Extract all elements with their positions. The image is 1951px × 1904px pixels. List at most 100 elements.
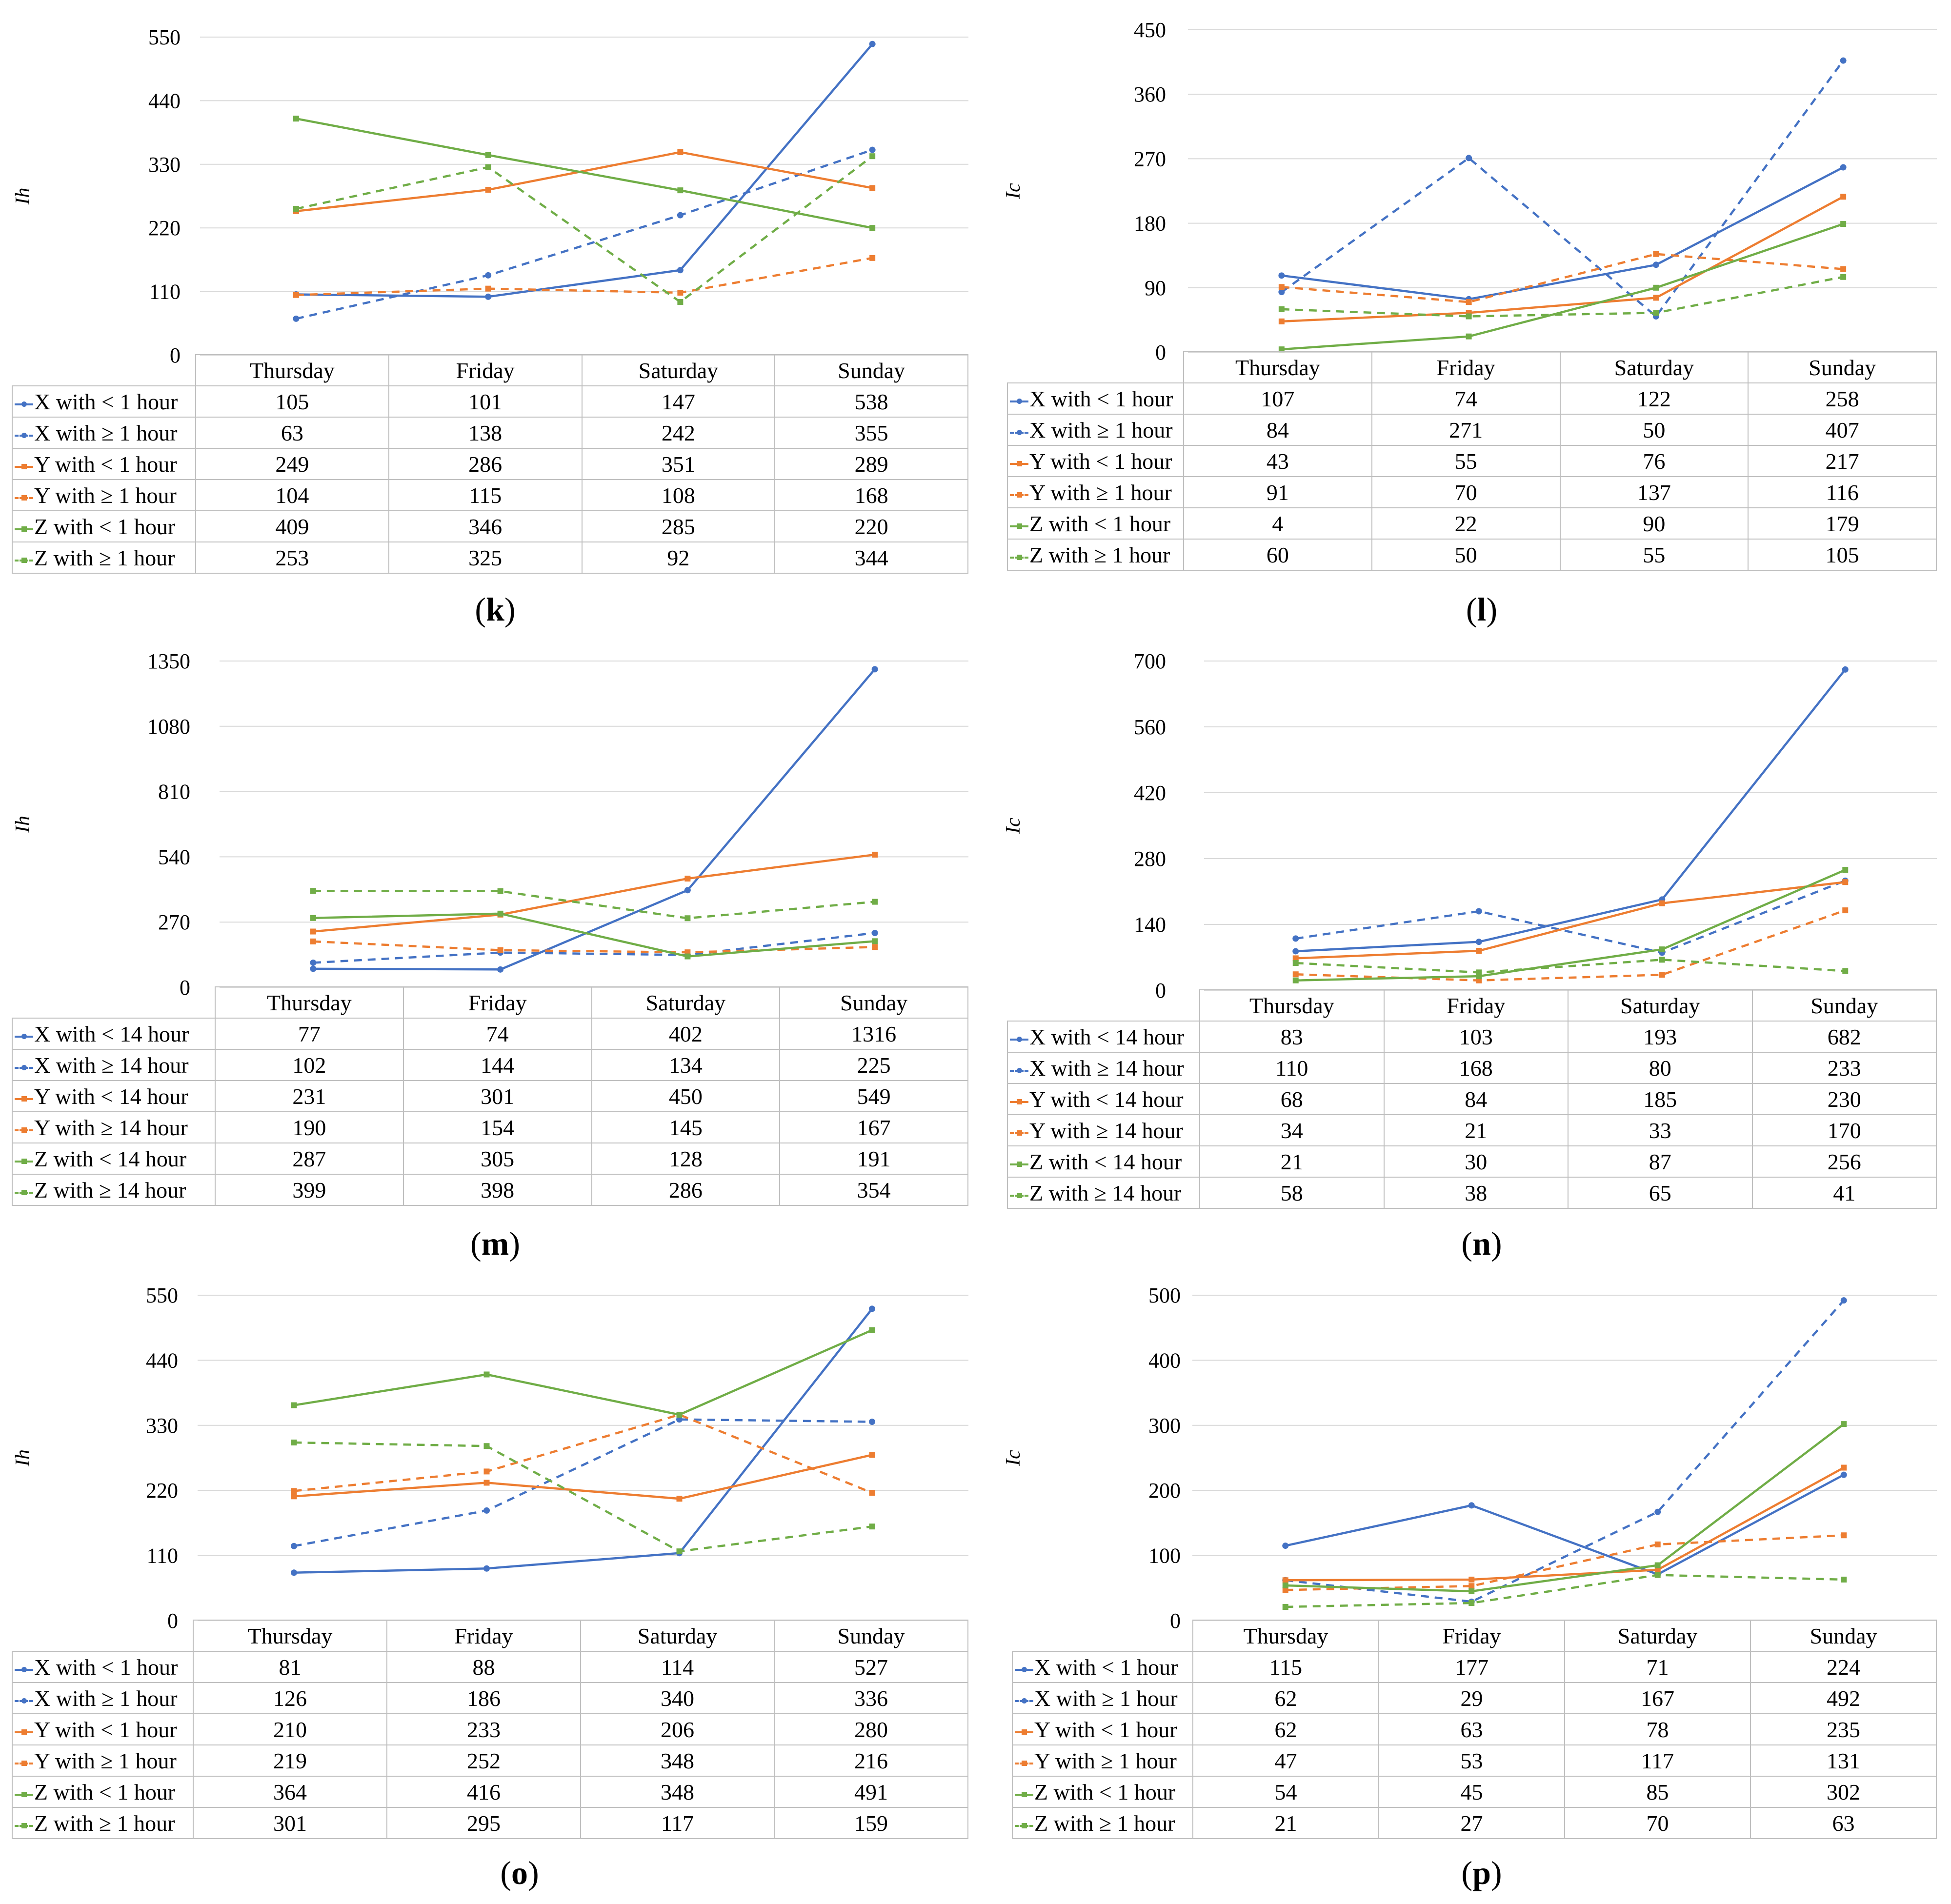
data-point [1841, 1532, 1847, 1539]
value-cell: 491 [774, 1776, 968, 1808]
table-row: Z with < 1 hour 364 416 348 491 [12, 1776, 968, 1808]
value-cell: 115 [388, 479, 583, 511]
series-line-z-solid [1285, 1423, 1845, 1593]
legend-entry: Z with < 14 hour [12, 1142, 216, 1175]
value-cell: 22 [1371, 507, 1561, 540]
table-row: Y with ≥ 14 hour 190 154 145 167 [12, 1111, 968, 1143]
legend-entry: Y with ≥ 1 hour [1007, 476, 1184, 508]
value-cell: 168 [1383, 1052, 1569, 1084]
value-cell: 33 [1568, 1114, 1753, 1146]
value-cell: 210 [193, 1713, 387, 1745]
legend-entry: Z with ≥ 1 hour [1007, 539, 1184, 571]
table-row: Y with ≥ 1 hour 219 252 348 216 [12, 1744, 968, 1777]
data-point [1468, 1583, 1475, 1589]
legend-entry: Y with < 1 hour [12, 448, 196, 480]
data-point [676, 1548, 683, 1555]
value-cell: 83 [1199, 1021, 1385, 1053]
table-row: Y with ≥ 1 hour 91 70 137 116 [1007, 476, 1937, 508]
value-cell: 74 [1371, 382, 1561, 415]
legend-entry: X with < 1 hour [1007, 382, 1184, 415]
value-cell: 190 [215, 1111, 404, 1143]
legend-key-x-dashed [15, 1062, 33, 1072]
data-point [677, 299, 684, 305]
data-point [1659, 946, 1665, 953]
data-point [1842, 879, 1849, 885]
legend-key-x-dashed [1010, 1065, 1028, 1075]
value-cell: 122 [1559, 382, 1749, 415]
table-row: Y with < 1 hour 210 233 206 280 [12, 1713, 968, 1745]
legend-key-z-solid [15, 524, 33, 534]
legend-entry: X with ≥ 14 hour [1007, 1052, 1200, 1084]
value-cell: 90 [1559, 507, 1749, 540]
y-tick-label: 360 [1134, 82, 1166, 106]
data-point [677, 149, 684, 155]
data-point [869, 255, 876, 261]
table-corner [12, 1620, 193, 1652]
legend-label: Y with ≥ 14 hour [34, 1115, 188, 1140]
value-cell: 258 [1748, 382, 1937, 415]
series-line-y-dashed [1295, 909, 1846, 982]
value-cell: 170 [1751, 1114, 1937, 1146]
data-point [677, 267, 684, 274]
value-cell: 115 [1192, 1651, 1379, 1683]
value-cell: 63 [1750, 1807, 1937, 1839]
table-corner [1007, 352, 1184, 383]
panel-caption: (m) [470, 1225, 520, 1262]
data-point [684, 876, 691, 882]
value-cell: 63 [195, 417, 389, 449]
legend-key-x-dashed [15, 1696, 33, 1705]
legend-key-y-solid [1010, 459, 1028, 468]
legend-key-x-solid [1015, 1664, 1033, 1674]
data-point [497, 947, 503, 953]
legend-key-x-dashed [1010, 427, 1028, 437]
value-cell: 154 [402, 1111, 592, 1143]
data-point [497, 966, 504, 973]
chart-panel-o: 0 110 220 330 440 550 Ih Thursday Friday Satur… [10, 1283, 981, 1898]
data-point [1659, 972, 1665, 978]
y-tick-label: 180 [1134, 212, 1166, 236]
data-point [1292, 955, 1299, 962]
data-point [291, 1543, 297, 1549]
data-point [310, 938, 316, 944]
legend-label: Y with ≥ 1 hour [1029, 480, 1172, 505]
y-tick-label: 1350 [147, 649, 190, 673]
data-point [676, 1496, 683, 1502]
category-sunday: Sunday [1750, 1620, 1937, 1652]
value-cell: 50 [1559, 414, 1749, 446]
data-point [1468, 1576, 1475, 1583]
chart-panel-n: 0 140 280 420 560 700 Ic Thursday Friday Satur… [1002, 649, 1951, 1263]
data-point [1278, 284, 1285, 290]
legend-key-x-solid [1010, 1034, 1028, 1044]
legend-entry: X with ≥ 14 hour [12, 1049, 216, 1081]
value-cell: 407 [1748, 414, 1937, 446]
value-cell: 105 [195, 385, 389, 418]
panel-caption: (n) [1461, 1225, 1502, 1262]
legend-entry: X with < 1 hour [12, 1651, 194, 1683]
table-row: Z with < 1 hour 409 346 285 220 [12, 510, 968, 542]
value-cell: 58 [1199, 1177, 1385, 1209]
value-cell: 355 [774, 417, 968, 449]
legend-label: Y with < 14 hour [34, 1083, 188, 1109]
value-cell: 253 [195, 541, 389, 574]
value-cell: 108 [581, 479, 776, 511]
data-point [1654, 1541, 1661, 1547]
data-point [872, 899, 878, 905]
y-axis-label: Ic [1002, 818, 1025, 834]
series-line-z-solid [296, 117, 873, 229]
legend-entry: Z with < 1 hour [1012, 1776, 1193, 1808]
series-line-y-solid [296, 151, 873, 213]
value-cell: 30 [1383, 1145, 1569, 1178]
data-point [1475, 908, 1482, 915]
data-point [291, 1488, 297, 1494]
value-cell: 682 [1751, 1021, 1937, 1053]
category-friday: Friday [386, 1620, 581, 1652]
table-row: Y with ≥ 1 hour 47 53 117 131 [1012, 1744, 1937, 1777]
data-point [1840, 1297, 1847, 1304]
legend-entry: X with < 14 hour [1007, 1021, 1200, 1053]
legend-key-x-dashed [1015, 1696, 1033, 1705]
value-cell: 287 [215, 1142, 404, 1175]
data-point [1840, 194, 1847, 200]
table-row: Z with ≥ 14 hour 58 38 65 41 [1007, 1177, 1937, 1209]
value-cell: 364 [193, 1776, 387, 1808]
data-point [684, 915, 691, 922]
